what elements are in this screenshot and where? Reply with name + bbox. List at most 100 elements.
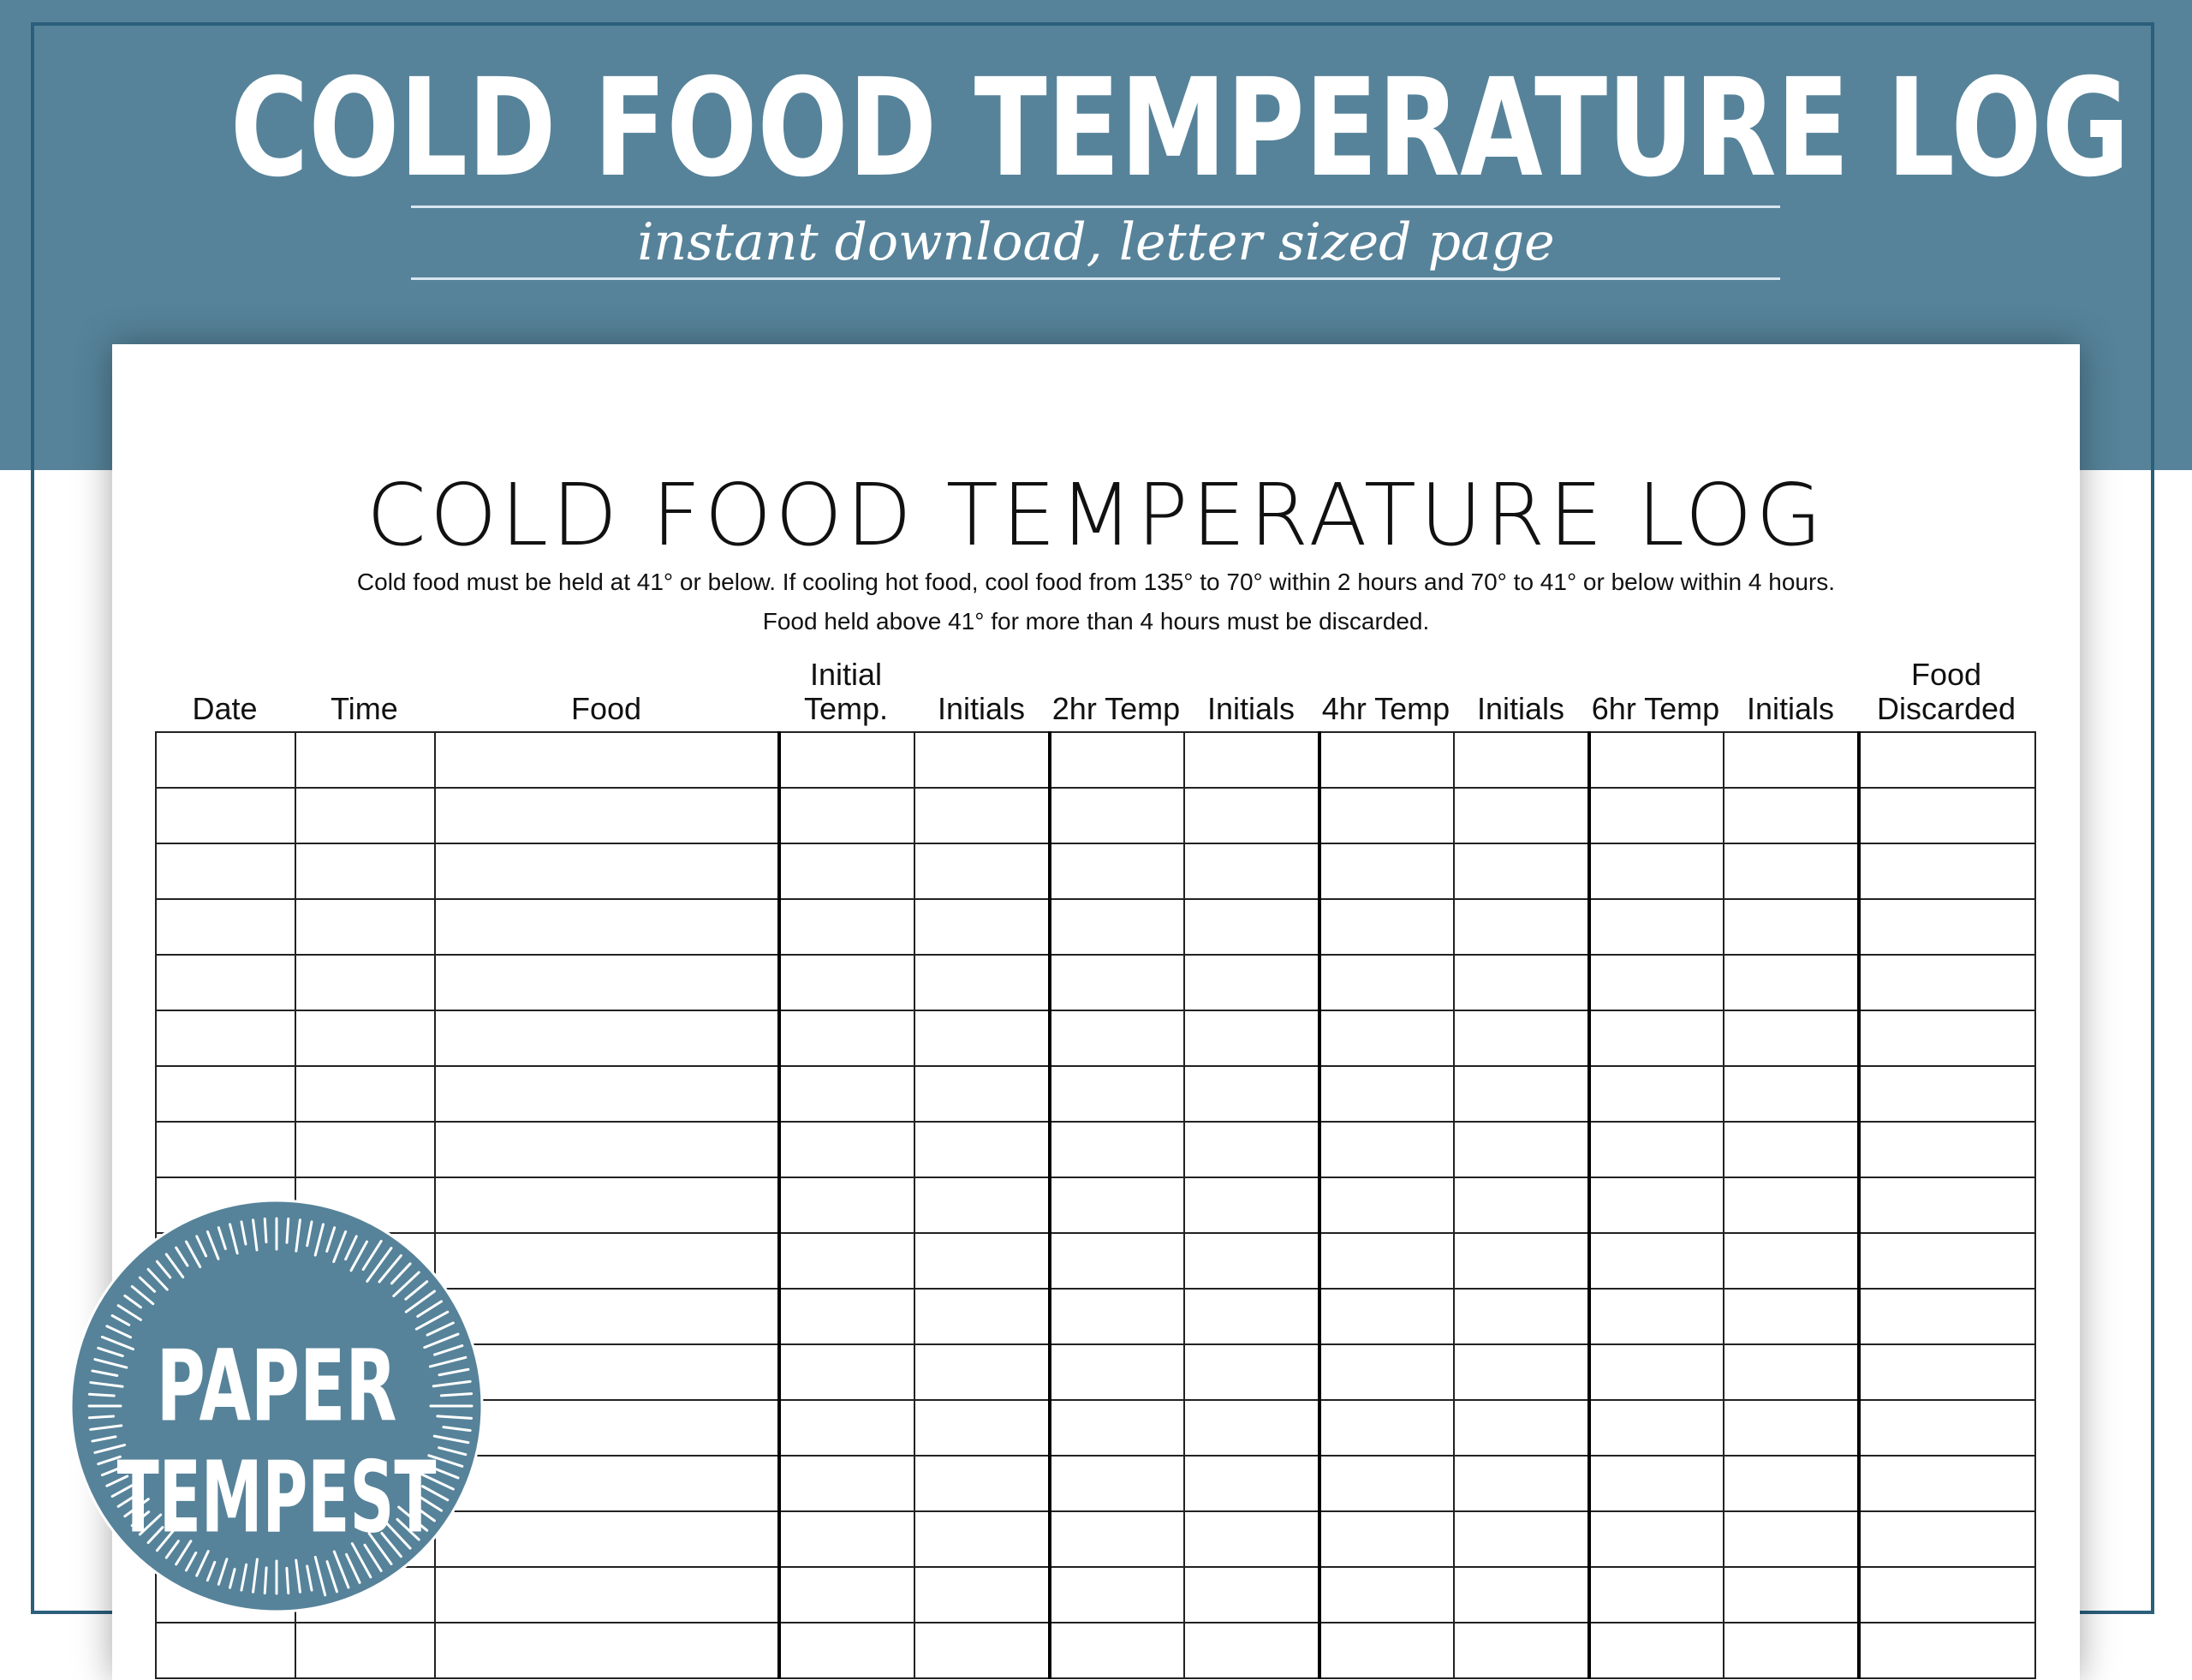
log-cell[interactable] — [1453, 731, 1590, 789]
log-cell[interactable] — [155, 787, 296, 844]
log-cell[interactable] — [1453, 898, 1590, 956]
log-cell[interactable] — [1183, 1288, 1320, 1345]
log-cell[interactable] — [434, 731, 780, 789]
log-cell[interactable] — [1048, 1566, 1185, 1623]
log-cell[interactable] — [914, 1177, 1051, 1234]
log-cell[interactable] — [1183, 1177, 1320, 1234]
log-cell[interactable] — [155, 898, 296, 956]
log-cell[interactable] — [1318, 898, 1455, 956]
log-cell[interactable] — [1453, 1566, 1590, 1623]
log-cell[interactable] — [1857, 1065, 2036, 1123]
log-cell[interactable] — [1723, 787, 1860, 844]
log-cell[interactable] — [1587, 954, 1724, 1011]
log-cell[interactable] — [1183, 1010, 1320, 1067]
log-cell[interactable] — [777, 1343, 915, 1401]
log-cell[interactable] — [434, 1177, 780, 1234]
log-cell[interactable] — [1318, 1010, 1455, 1067]
log-cell[interactable] — [1857, 1288, 2036, 1345]
log-cell[interactable] — [1723, 1455, 1860, 1512]
log-cell[interactable] — [295, 843, 436, 900]
log-cell[interactable] — [1587, 1622, 1724, 1679]
log-cell[interactable] — [1723, 1343, 1860, 1401]
log-cell[interactable] — [1318, 954, 1455, 1011]
log-cell[interactable] — [1857, 898, 2036, 956]
log-cell[interactable] — [1587, 1232, 1724, 1290]
log-cell[interactable] — [295, 1121, 436, 1178]
log-cell[interactable] — [1857, 1010, 2036, 1067]
log-cell[interactable] — [1318, 1510, 1455, 1568]
log-cell[interactable] — [777, 1010, 915, 1067]
log-cell[interactable] — [1318, 1232, 1455, 1290]
log-cell[interactable] — [777, 1288, 915, 1345]
log-cell[interactable] — [1723, 898, 1860, 956]
log-cell[interactable] — [1183, 1399, 1320, 1457]
log-cell[interactable] — [1048, 898, 1185, 956]
log-cell[interactable] — [1183, 954, 1320, 1011]
log-cell[interactable] — [777, 843, 915, 900]
log-cell[interactable] — [1587, 1510, 1724, 1568]
log-cell[interactable] — [1723, 1566, 1860, 1623]
log-cell[interactable] — [1183, 731, 1320, 789]
log-cell[interactable] — [777, 1232, 915, 1290]
log-cell[interactable] — [434, 1065, 780, 1123]
log-cell[interactable] — [914, 1288, 1051, 1345]
log-cell[interactable] — [1318, 843, 1455, 900]
log-cell[interactable] — [295, 1065, 436, 1123]
log-cell[interactable] — [914, 1343, 1051, 1401]
log-cell[interactable] — [1587, 1455, 1724, 1512]
log-cell[interactable] — [1453, 1010, 1590, 1067]
log-cell[interactable] — [914, 1510, 1051, 1568]
log-cell[interactable] — [1587, 1566, 1724, 1623]
log-cell[interactable] — [1587, 843, 1724, 900]
log-cell[interactable] — [1183, 1065, 1320, 1123]
log-cell[interactable] — [1453, 1510, 1590, 1568]
log-cell[interactable] — [1318, 731, 1455, 789]
log-cell[interactable] — [1453, 1065, 1590, 1123]
log-cell[interactable] — [777, 1121, 915, 1178]
log-cell[interactable] — [777, 1455, 915, 1512]
log-cell[interactable] — [155, 1065, 296, 1123]
log-cell[interactable] — [434, 1232, 780, 1290]
log-cell[interactable] — [1453, 843, 1590, 900]
log-cell[interactable] — [1857, 1566, 2036, 1623]
log-cell[interactable] — [1318, 787, 1455, 844]
log-cell[interactable] — [1453, 1288, 1590, 1345]
log-cell[interactable] — [1318, 1566, 1455, 1623]
log-cell[interactable] — [777, 1065, 915, 1123]
log-cell[interactable] — [434, 1010, 780, 1067]
log-cell[interactable] — [1587, 1121, 1724, 1178]
log-cell[interactable] — [1723, 954, 1860, 1011]
log-cell[interactable] — [434, 1288, 780, 1345]
log-cell[interactable] — [1318, 1399, 1455, 1457]
log-cell[interactable] — [1857, 843, 2036, 900]
log-cell[interactable] — [777, 1177, 915, 1234]
log-cell[interactable] — [1048, 1343, 1185, 1401]
log-cell[interactable] — [1857, 1399, 2036, 1457]
log-cell[interactable] — [1183, 1455, 1320, 1512]
log-cell[interactable] — [777, 1510, 915, 1568]
log-cell[interactable] — [1857, 1510, 2036, 1568]
log-cell[interactable] — [155, 1010, 296, 1067]
log-cell[interactable] — [434, 1121, 780, 1178]
log-cell[interactable] — [1183, 1510, 1320, 1568]
log-cell[interactable] — [1723, 1399, 1860, 1457]
log-cell[interactable] — [1453, 1455, 1590, 1512]
log-cell[interactable] — [1318, 1121, 1455, 1178]
log-cell[interactable] — [1723, 843, 1860, 900]
log-cell[interactable] — [1048, 1232, 1185, 1290]
log-cell[interactable] — [434, 787, 780, 844]
log-cell[interactable] — [1048, 954, 1185, 1011]
log-cell[interactable] — [1183, 1232, 1320, 1290]
log-cell[interactable] — [434, 898, 780, 956]
log-cell[interactable] — [1723, 1065, 1860, 1123]
log-cell[interactable] — [1048, 1288, 1185, 1345]
log-cell[interactable] — [914, 1622, 1051, 1679]
log-cell[interactable] — [914, 954, 1051, 1011]
log-cell[interactable] — [914, 1455, 1051, 1512]
log-cell[interactable] — [434, 1566, 780, 1623]
log-cell[interactable] — [914, 1399, 1051, 1457]
log-cell[interactable] — [295, 1622, 436, 1679]
log-cell[interactable] — [914, 731, 1051, 789]
log-cell[interactable] — [914, 1232, 1051, 1290]
log-cell[interactable] — [434, 843, 780, 900]
